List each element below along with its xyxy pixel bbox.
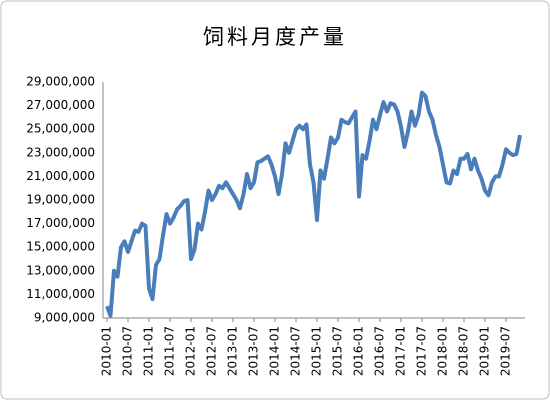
y-tick-label: 11,000,000 bbox=[26, 287, 95, 301]
x-tick-label: 2017-07 bbox=[415, 326, 429, 376]
y-tick-label: 15,000,000 bbox=[26, 240, 95, 254]
y-tick-label: 19,000,000 bbox=[26, 193, 95, 207]
y-tick-label: 25,000,000 bbox=[26, 122, 95, 136]
y-tick-label: 13,000,000 bbox=[26, 263, 95, 277]
x-tick-label: 2016-01 bbox=[352, 326, 366, 376]
y-tick-label: 27,000,000 bbox=[26, 98, 95, 112]
x-tick-label: 2014-01 bbox=[268, 326, 282, 376]
x-tick-label: 2014-07 bbox=[289, 326, 303, 376]
x-tick-label: 2015-07 bbox=[331, 326, 345, 376]
x-tick-label: 2012-01 bbox=[184, 326, 198, 376]
x-tick-label: 2019-07 bbox=[499, 326, 513, 376]
x-tick-label: 2016-07 bbox=[373, 326, 387, 376]
y-tick-label: 29,000,000 bbox=[26, 75, 95, 89]
y-tick-label: 17,000,000 bbox=[26, 216, 95, 230]
x-tick-label: 2015-01 bbox=[310, 326, 324, 376]
y-tick-label: 21,000,000 bbox=[26, 169, 95, 183]
x-tick-label: 2010-01 bbox=[100, 326, 114, 376]
x-tick-label: 2013-07 bbox=[247, 326, 261, 376]
y-tick-label: 23,000,000 bbox=[26, 145, 95, 159]
x-tick-label: 2011-07 bbox=[163, 326, 177, 376]
chart-title: 饲料月度产量 bbox=[203, 25, 347, 49]
x-tick-label: 2010-07 bbox=[121, 326, 135, 376]
x-tick-label: 2018-01 bbox=[436, 326, 450, 376]
x-tick-label: 2011-01 bbox=[142, 326, 156, 376]
data-line bbox=[105, 90, 522, 318]
y-tick-label: 9,000,000 bbox=[34, 311, 95, 325]
x-tick-label: 2019-01 bbox=[478, 326, 492, 376]
x-tick-label: 2013-01 bbox=[226, 326, 240, 376]
x-tick-label: 2012-07 bbox=[205, 326, 219, 376]
x-tick-label: 2017-01 bbox=[394, 326, 408, 376]
x-tick-label: 2018-07 bbox=[457, 326, 471, 376]
